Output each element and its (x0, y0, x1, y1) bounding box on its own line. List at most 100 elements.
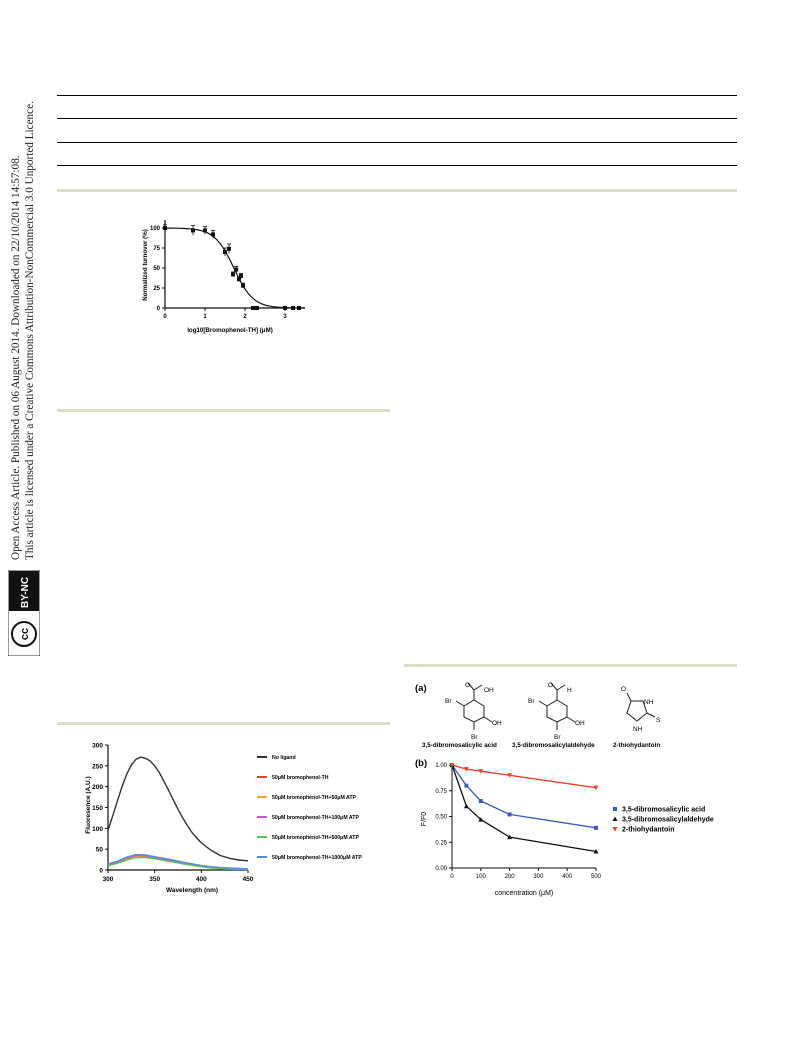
c3-ytick-label: 0.75 (435, 789, 447, 795)
c3-legend-label: 2-thiohydantoin (622, 827, 675, 834)
c1-ytick-label: 50 (153, 266, 160, 272)
c1-point (251, 306, 255, 310)
c2-xtick-label: 400 (196, 876, 207, 883)
dose-response-chart: 0 25 50 75 100 0 1 2 3 Normalized turnover (%) l… (142, 220, 306, 334)
c3-point (463, 803, 469, 809)
c2-ytick-label: 150 (92, 805, 103, 812)
c1-ylabel: Normalized turnover (%) (142, 229, 149, 301)
c2-xtick-label: 350 (149, 876, 160, 883)
atom-br-3: Br (528, 698, 535, 705)
c2-ytick-label: 50 (96, 847, 104, 854)
figure-band-left-1 (57, 409, 390, 412)
c2-legend-label: 50μM bromophenol-TH (272, 775, 329, 781)
c2-ylabel: Fluoresence (A.U.) (85, 776, 92, 833)
c3-legend-marker (612, 816, 618, 821)
c1-point (191, 228, 195, 233)
atom-o-3: O (621, 686, 626, 693)
c2-legend-label: 50μM bromophenol-TH+50μM ATP (272, 795, 357, 801)
c3-xtick-label: 0 (450, 874, 454, 880)
c3-xtick-label: 100 (476, 874, 487, 880)
c3-point (593, 785, 599, 791)
c2-legend-label: 50μM bromophenol-TH+1000μM ATP (272, 855, 362, 861)
atom-oh-3: OH (575, 720, 585, 727)
c1-point (297, 306, 301, 310)
c3-xtick-label: 500 (591, 874, 602, 880)
cc-icon (11, 621, 37, 647)
panel-b-label: (b) (415, 758, 427, 769)
c1-point (163, 226, 167, 230)
c2-xtick-label: 300 (103, 876, 114, 883)
c1-point (211, 232, 215, 237)
atom-br-1: Br (445, 698, 452, 705)
license-line-2: This article is licensed under a Creativ… (24, 101, 36, 560)
table-rule-2 (57, 118, 737, 119)
c3-point (478, 817, 484, 822)
c1-point (237, 277, 241, 282)
license-line-1: Open Access Article. Published on 06 Aug… (10, 155, 22, 560)
c1-ytick-label: 25 (153, 286, 160, 292)
cc-text: cc (19, 628, 31, 640)
c3-point (478, 799, 483, 804)
c3-legend-label: 3,5-dibromosalicylic acid (622, 807, 705, 814)
c1-xtick-label: 3 (283, 314, 287, 320)
c3-series-line (451, 764, 597, 829)
c1-point (223, 250, 227, 254)
c1-point (255, 306, 259, 310)
panel-a-label: (a) (415, 683, 427, 694)
c2-series-line (107, 756, 249, 862)
c3-point (463, 767, 469, 772)
by-nc-text: BY-NC (20, 577, 31, 608)
c3-legend-label: 3,5-dibromosalicylaldehyde (622, 817, 714, 824)
c3-point (594, 825, 598, 830)
c2-ytick-label: 100 (92, 826, 103, 833)
fluorescence-chart: 0 50 100 150 200 250 300 300 350 400 450 No ligand… (85, 743, 362, 895)
c2-ytick-label: 250 (92, 763, 103, 770)
c3-point (507, 812, 512, 817)
dibromosalicylaldehyde-structure (538, 682, 576, 730)
c2-legend-label: 50μM bromophenol-TH+100μM ATP (272, 815, 359, 821)
cc-license-badge[interactable]: cc BY-NC (7, 569, 41, 657)
table-rule-3 (57, 142, 737, 143)
atom-br-2: Br (471, 734, 478, 741)
table-rule-bottom (57, 165, 737, 166)
c3-point (593, 849, 599, 854)
atom-oh-2: OH (492, 720, 502, 727)
atom-o-1: O (465, 682, 470, 689)
c2-ytick-label: 200 (92, 784, 103, 791)
c3-legend-marker (612, 827, 618, 832)
c1-point (291, 306, 295, 310)
c2-xlabel: Wavelength (nm) (166, 887, 218, 894)
c3-series-line (451, 764, 597, 789)
c2-series-line (107, 853, 249, 870)
c2-ytick-label: 300 (92, 743, 103, 750)
c1-point (227, 246, 231, 251)
atom-s-1: S (656, 717, 661, 724)
quenching-chart: (b) 0.00 0.25 0.50 0.75 1.00 0 100 200 300 400 500… (415, 758, 714, 897)
c2-legend-label: No ligand (272, 755, 296, 761)
atom-h-1: H (567, 687, 572, 694)
dibromosalicylic-acid-structure (455, 682, 493, 730)
c3-point (449, 763, 455, 768)
c3-point (478, 769, 484, 774)
c3-legend-marker (613, 807, 617, 811)
c3-ylabel: F/F0 (421, 812, 428, 826)
c3-ytick-label: 0.00 (435, 866, 447, 872)
c1-point (239, 274, 243, 278)
atom-oh-1: OH (484, 687, 494, 694)
struct-name-thiohydantoin: 2-thiohydantoin (613, 742, 660, 749)
c3-ytick-label: 0.25 (435, 840, 447, 846)
figure-band-full (57, 189, 737, 192)
c1-ytick-label: 100 (150, 226, 161, 232)
c2-ytick-label: 0 (99, 868, 103, 875)
atom-o-2: O (548, 682, 553, 689)
chemical-structures-panel: (a) Br OH O OH Br Br O H OH Br O NH NH S… (415, 682, 661, 749)
atom-nh-1: NH (644, 699, 654, 706)
c1-ytick-label: 0 (157, 306, 161, 312)
c1-xtick-label: 0 (163, 314, 167, 320)
c3-ytick-label: 1.00 (435, 763, 447, 769)
c3-point (507, 773, 513, 778)
c1-xlabel: log10[Bromophenol-TH] (μM) (187, 327, 273, 334)
struct-name-aldehyde: 3,5-dibromosalicylaldehyde (512, 742, 595, 749)
figure-band-right (404, 664, 737, 667)
c1-point (241, 283, 245, 288)
